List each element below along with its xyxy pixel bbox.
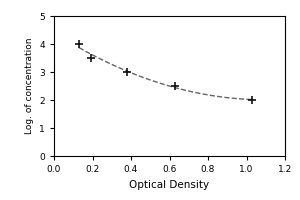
Y-axis label: Log. of concentration: Log. of concentration: [25, 38, 34, 134]
X-axis label: Optical Density: Optical Density: [129, 180, 210, 190]
